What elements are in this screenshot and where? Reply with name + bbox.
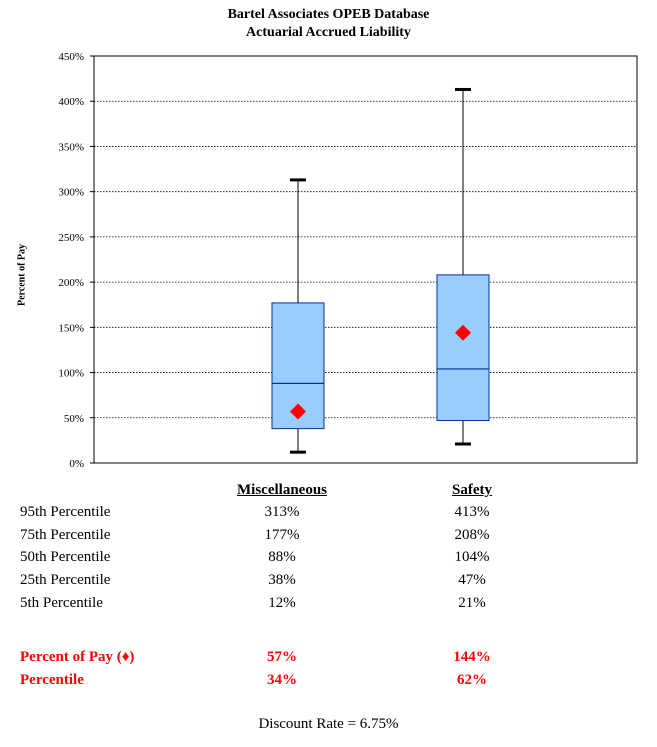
highlight-row-label: Percentile <box>20 672 84 688</box>
y-tick-label: 300% <box>58 187 84 199</box>
row-label: 95th Percentile <box>20 504 111 520</box>
y-tick-label: 400% <box>58 96 84 108</box>
plot-area-frame <box>93 55 638 464</box>
row-label: 5th Percentile <box>20 595 103 611</box>
y-tick-label: 450% <box>58 51 84 63</box>
row-misc-value: 38% <box>268 572 296 588</box>
row-label: 25th Percentile <box>20 572 111 588</box>
row-safety-value: 208% <box>454 527 490 543</box>
chart-subtitle: Actuarial Accrued Liability <box>246 25 411 40</box>
table-header-miscellaneous: Miscellaneous <box>237 482 327 498</box>
row-safety-value: 413% <box>454 504 490 520</box>
highlight-misc-value: 57% <box>267 649 297 665</box>
row-misc-value: 12% <box>268 595 296 611</box>
row-safety-value: 104% <box>454 549 490 565</box>
box-iqr <box>436 274 490 421</box>
y-axis-label-wrap: Percent of Pay <box>2 243 42 307</box>
row-label: 75th Percentile <box>20 527 111 543</box>
highlight-safety-value: 62% <box>457 672 487 688</box>
y-tick-label: 200% <box>58 277 84 289</box>
highlight-safety-value: 144% <box>453 649 491 665</box>
percent-of-pay-marker <box>455 324 471 341</box>
box-plot-chart: 0% 50% 100% 150% 200% 250% 300% 350% 400% 450% <box>58 51 638 470</box>
y-tick-label: 250% <box>58 232 84 244</box>
percent-of-pay-marker <box>290 403 306 420</box>
y-tick-label: 100% <box>58 368 84 380</box>
y-axis-label: Percent of Pay <box>16 243 28 307</box>
highlight-row-label: Percent of Pay (♦) <box>20 649 135 665</box>
discount-rate-note: Discount Rate = 6.75% <box>258 716 399 732</box>
row-safety-value: 47% <box>458 572 486 588</box>
row-misc-value: 88% <box>268 549 296 565</box>
row-label: 50th Percentile <box>20 549 111 565</box>
row-misc-value: 177% <box>264 527 300 543</box>
highlight-misc-value: 34% <box>267 672 297 688</box>
table-header-safety: Safety <box>452 482 492 498</box>
chart-title: Bartel Associates OPEB Database <box>227 7 430 22</box>
y-tick-label: 350% <box>58 141 84 153</box>
y-tick-label: 150% <box>58 322 84 334</box>
y-tick-label: 0% <box>69 458 84 470</box>
y-tick-label: 50% <box>64 413 84 425</box>
row-misc-value: 313% <box>264 504 300 520</box>
row-safety-value: 21% <box>458 595 486 611</box>
